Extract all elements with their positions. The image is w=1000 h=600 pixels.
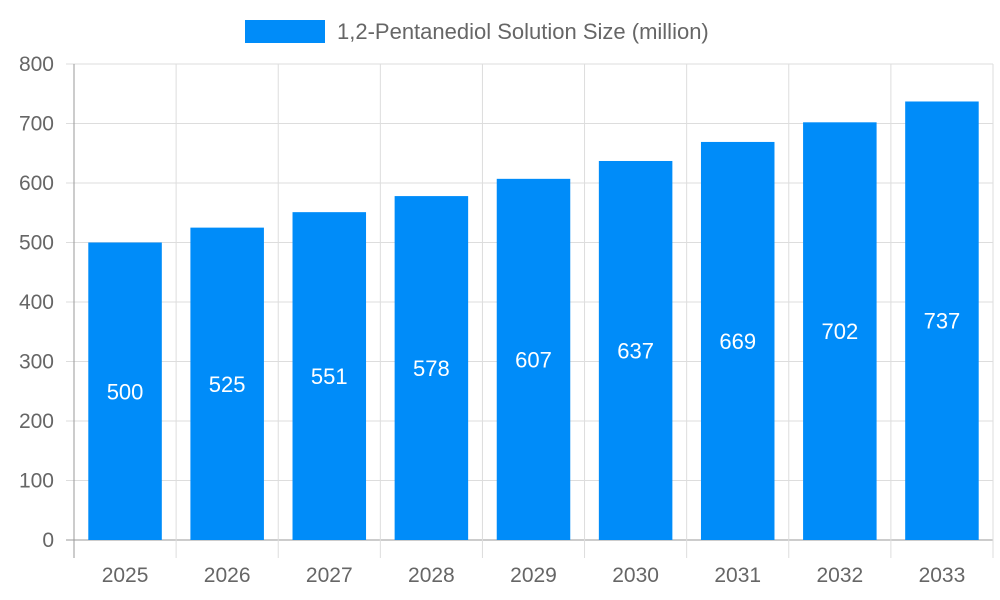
data-label: 702 bbox=[821, 319, 858, 344]
data-label: 737 bbox=[924, 309, 961, 334]
x-tick-label: 2033 bbox=[919, 564, 966, 587]
data-label: 578 bbox=[413, 356, 450, 381]
data-label: 637 bbox=[617, 338, 654, 363]
bar bbox=[190, 227, 264, 540]
bar bbox=[292, 212, 367, 540]
y-tick-label: 700 bbox=[19, 113, 54, 136]
bar bbox=[394, 196, 469, 540]
y-tick-label: 0 bbox=[42, 529, 54, 552]
bar bbox=[803, 122, 877, 540]
data-label: 551 bbox=[311, 364, 348, 389]
bar bbox=[496, 178, 571, 540]
bar bbox=[598, 160, 673, 541]
x-tick-label: 2027 bbox=[306, 564, 353, 587]
legend-swatch bbox=[245, 20, 325, 43]
x-tick-label: 2030 bbox=[612, 564, 659, 587]
data-label: 500 bbox=[107, 379, 144, 404]
y-tick-label: 200 bbox=[19, 410, 54, 433]
y-tick-label: 100 bbox=[19, 470, 54, 493]
y-tick-label: 500 bbox=[19, 232, 54, 255]
y-tick-label: 400 bbox=[19, 291, 54, 314]
y-tick-label: 600 bbox=[19, 172, 54, 195]
bar bbox=[88, 242, 162, 540]
x-tick-label: 2028 bbox=[408, 564, 455, 587]
legend-label: 1,2-Pentanediol Solution Size (million) bbox=[337, 19, 709, 44]
bar bbox=[905, 101, 979, 541]
x-tick-label: 2026 bbox=[204, 564, 251, 587]
x-tick-label: 2029 bbox=[510, 564, 557, 587]
x-tick-label: 2025 bbox=[102, 564, 149, 587]
x-tick-label: 2032 bbox=[816, 564, 863, 587]
x-tick-label: 2031 bbox=[714, 564, 761, 587]
data-label: 669 bbox=[719, 329, 756, 354]
y-tick-label: 300 bbox=[19, 351, 54, 374]
bar bbox=[700, 141, 775, 540]
y-tick-label: 800 bbox=[19, 53, 54, 76]
data-label: 607 bbox=[515, 347, 552, 372]
data-label: 525 bbox=[209, 372, 246, 397]
